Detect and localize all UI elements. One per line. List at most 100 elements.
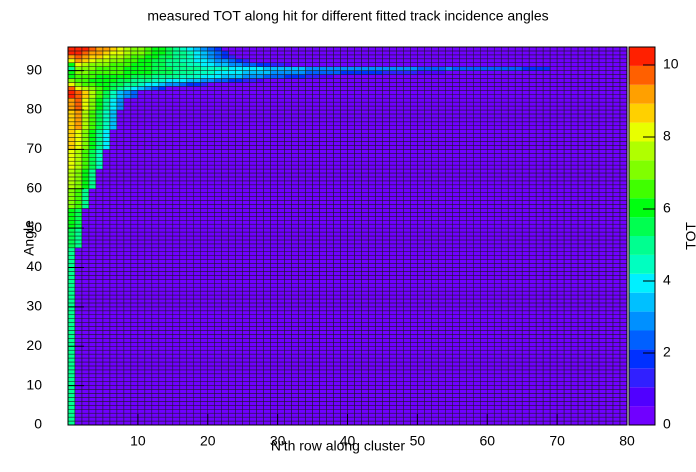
heatmap-cell <box>556 216 565 221</box>
heatmap-cell <box>577 267 586 272</box>
heatmap-cell <box>340 255 348 260</box>
heatmap-cell <box>389 239 397 245</box>
heatmap-cell <box>326 361 334 367</box>
heatmap-cell <box>605 192 614 197</box>
heatmap-cell <box>521 231 530 237</box>
heatmap-cell <box>619 361 628 367</box>
heatmap-cell <box>214 271 222 276</box>
heatmap-cell <box>473 180 481 186</box>
heatmap-cell <box>298 357 306 363</box>
heatmap-cell <box>277 310 285 315</box>
heatmap-cell <box>528 420 537 426</box>
heatmap-cell <box>67 212 76 217</box>
heatmap-cell <box>298 306 306 312</box>
heatmap-cell <box>431 357 439 363</box>
heatmap-cell <box>445 310 453 315</box>
heatmap-cell <box>158 275 167 280</box>
heatmap-cell <box>116 275 125 280</box>
heatmap-cell <box>179 220 188 225</box>
heatmap-cell <box>417 184 425 189</box>
heatmap-cell <box>514 283 523 288</box>
heatmap-cell <box>556 338 565 343</box>
heatmap-cell <box>619 373 628 378</box>
heatmap-cell <box>389 416 397 422</box>
heatmap-cell <box>459 346 467 351</box>
heatmap-cell <box>424 326 432 331</box>
heatmap-cell <box>284 349 292 355</box>
heatmap-cell <box>473 290 481 296</box>
heatmap-cell <box>389 412 397 418</box>
heatmap-cell <box>249 334 257 339</box>
heatmap-cell <box>263 353 271 359</box>
heatmap-cell <box>445 334 453 339</box>
heatmap-cell <box>298 227 306 233</box>
heatmap-cell <box>417 286 425 292</box>
heatmap-cell <box>549 338 558 343</box>
heatmap-cell <box>207 397 215 402</box>
heatmap-cell <box>368 314 376 319</box>
heatmap-cell <box>500 271 509 276</box>
heatmap-cell <box>270 377 278 382</box>
heatmap-cell <box>340 220 348 225</box>
heatmap-cell <box>67 334 76 339</box>
heatmap-cell <box>277 279 285 284</box>
heatmap-cell <box>67 412 76 418</box>
heatmap-cell <box>179 243 188 249</box>
heatmap-cell <box>347 377 355 382</box>
heatmap-cell <box>382 393 390 398</box>
heatmap-cell <box>95 200 104 205</box>
heatmap-cell <box>312 192 320 197</box>
heatmap-cell <box>200 369 208 375</box>
heatmap-cell <box>277 200 285 205</box>
heatmap-cell <box>605 420 614 426</box>
heatmap-cell <box>445 338 453 343</box>
heatmap-cell <box>200 255 208 260</box>
heatmap-cell <box>612 389 621 394</box>
heatmap-cell <box>116 192 125 197</box>
heatmap-cell <box>291 357 299 363</box>
heatmap-cell <box>67 377 76 382</box>
heatmap-cell <box>382 302 390 308</box>
heatmap-cell <box>500 286 509 292</box>
heatmap-cell <box>193 259 202 264</box>
heatmap-cell <box>417 397 425 402</box>
heatmap-cell <box>514 180 523 186</box>
heatmap-cell <box>612 267 621 272</box>
heatmap-cell <box>417 267 425 272</box>
heatmap-cell <box>452 298 460 304</box>
heatmap-cell <box>396 212 404 217</box>
heatmap-cell <box>165 369 174 375</box>
heatmap-cell <box>535 405 544 410</box>
heatmap-cell <box>389 286 397 292</box>
heatmap-cell <box>158 271 167 276</box>
heatmap-cell <box>570 302 579 308</box>
heatmap-cell <box>291 373 299 378</box>
heatmap-cell <box>361 385 369 390</box>
heatmap-cell <box>116 397 125 402</box>
heatmap-cell <box>514 326 523 331</box>
heatmap-cell <box>605 346 614 351</box>
heatmap-cell <box>584 204 593 209</box>
heatmap-cell <box>151 302 160 308</box>
heatmap-cell <box>256 255 264 260</box>
heatmap-cell <box>521 310 530 315</box>
heatmap-cell <box>417 369 425 375</box>
heatmap-cell <box>424 302 432 308</box>
heatmap-cell <box>542 290 551 296</box>
heatmap-cell <box>417 310 425 315</box>
heatmap-cell <box>256 208 264 213</box>
heatmap-cell <box>563 306 572 312</box>
heatmap-cell <box>200 176 208 182</box>
heatmap-cell <box>186 409 195 414</box>
heatmap-cell <box>130 279 139 284</box>
heatmap-cell <box>354 310 362 315</box>
heatmap-cell <box>598 255 607 260</box>
heatmap-cell <box>361 188 369 193</box>
heatmap-cell <box>542 204 551 209</box>
heatmap-cell <box>466 322 474 327</box>
heatmap-cell <box>382 271 390 276</box>
heatmap-cell <box>612 420 621 426</box>
heatmap-cell <box>514 267 523 272</box>
heatmap-cell <box>81 373 90 378</box>
heatmap-cell <box>151 330 160 335</box>
